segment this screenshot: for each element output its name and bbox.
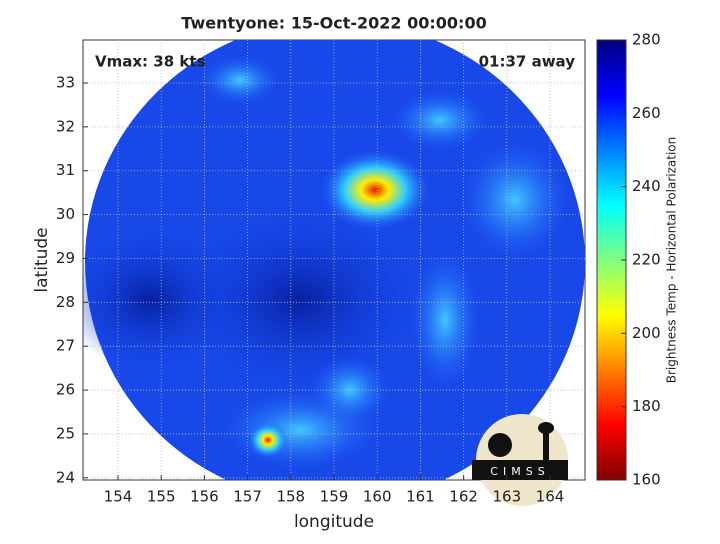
y-tick-label: 29 (56, 249, 75, 267)
x-tick-label: 162 (449, 488, 478, 506)
x-tick-label: 157 (233, 488, 262, 506)
chart-title: Twentyone: 15-Oct-2022 00:00:00 (181, 14, 486, 33)
logo: CIMSS (472, 414, 568, 506)
y-tick-label: 24 (56, 468, 75, 486)
feature (320, 150, 430, 230)
x-tick-label: 156 (190, 488, 219, 506)
colorbar-tick-label: 160 (632, 471, 661, 489)
colorbar-tick-label: 200 (632, 324, 661, 342)
logo-text: CIMSS (490, 465, 549, 478)
x-tick-label: 158 (276, 488, 305, 506)
x-tick-label: 159 (320, 488, 349, 506)
colorbar-tick-label: 280 (632, 31, 661, 49)
y-tick-label: 28 (56, 293, 75, 311)
y-axis-label: latitude (32, 227, 52, 292)
logo-dish (488, 433, 512, 457)
annotation: 01:37 away (479, 53, 576, 71)
annotation: Vmax: 38 kts (95, 53, 205, 71)
feature (248, 422, 288, 458)
feature (390, 90, 490, 150)
colorbar-tick-label: 180 (632, 397, 661, 415)
y-tick-label: 25 (56, 424, 75, 442)
y-tick-label: 26 (56, 381, 75, 399)
x-tick-label: 155 (147, 488, 176, 506)
logo-tower (543, 430, 549, 460)
y-tick-label: 31 (56, 161, 75, 179)
y-tick-label: 33 (56, 73, 75, 91)
feature (180, 210, 420, 390)
colorbar-tick-label: 220 (632, 251, 661, 269)
x-tick-label: 160 (363, 488, 392, 506)
satellite-image (83, 40, 585, 480)
feature (460, 140, 570, 260)
y-tick-label: 32 (56, 117, 75, 135)
grid (83, 40, 585, 480)
colorbar-tick-label: 260 (632, 104, 661, 122)
colorbar-tick-label: 240 (632, 177, 661, 195)
x-tick-label: 163 (492, 488, 521, 506)
logo-band (472, 460, 568, 480)
x-tick-label: 154 (104, 488, 133, 506)
y-tick-label: 27 (56, 337, 75, 355)
y-tick-label: 30 (56, 205, 75, 223)
logo-tank (538, 422, 554, 434)
x-axis-label: longitude (294, 512, 374, 532)
feature (200, 55, 280, 105)
colorbar-label: Brightness Temp - Horizontal Polarizatio… (665, 137, 679, 384)
feature (410, 250, 480, 390)
x-tick-label: 161 (406, 488, 435, 506)
x-tick-label: 164 (536, 488, 565, 506)
